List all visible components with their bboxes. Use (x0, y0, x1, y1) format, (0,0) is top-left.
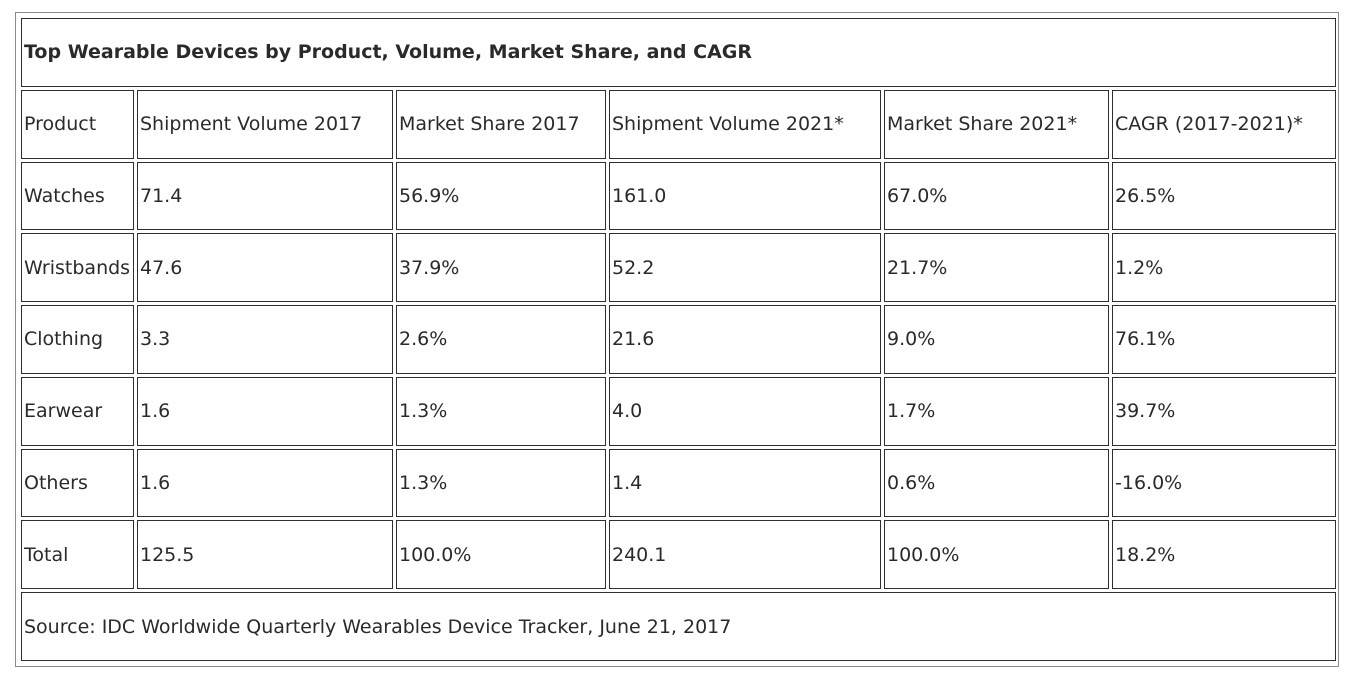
table-cell: 52.2 (609, 233, 881, 303)
table-cell: 1.2% (1112, 233, 1337, 303)
table-cell: 1.3% (396, 376, 606, 446)
table-cell: 39.7% (1112, 376, 1337, 446)
table-cell: 37.9% (396, 233, 606, 303)
table-row: Earwear 1.6 1.3% 4.0 1.7% 39.7% (21, 376, 1337, 446)
table-cell: 0.6% (884, 448, 1109, 518)
total-cell: 125.5 (137, 520, 393, 590)
table-row: Watches 71.4 56.9% 161.0 67.0% 26.5% (21, 161, 1337, 231)
source-note: Source: IDC Worldwide Quarterly Wearable… (21, 592, 1337, 661)
column-header: Shipment Volume 2021* (609, 89, 881, 159)
table-cell: 47.6 (137, 233, 393, 303)
table-cell: 1.6 (137, 448, 393, 518)
total-cell: 240.1 (609, 520, 881, 590)
column-header: Market Share 2017 (396, 89, 606, 159)
product-cell: Wristbands (21, 233, 134, 303)
header-row: Product Shipment Volume 2017 Market Shar… (21, 89, 1337, 159)
wearables-table-frame: Top Wearable Devices by Product, Volume,… (15, 12, 1339, 667)
table-cell: 56.9% (396, 161, 606, 231)
table-cell: 2.6% (396, 305, 606, 374)
product-cell: Earwear (21, 376, 134, 446)
table-row: Wristbands 47.6 37.9% 52.2 21.7% 1.2% (21, 233, 1337, 303)
table-cell: 3.3 (137, 305, 393, 374)
table-title: Top Wearable Devices by Product, Volume,… (21, 18, 1337, 87)
product-cell: Others (21, 448, 134, 518)
total-cell: 100.0% (884, 520, 1109, 590)
table-cell: 1.4 (609, 448, 881, 518)
product-cell: Watches (21, 161, 134, 231)
table-cell: 67.0% (884, 161, 1109, 231)
column-header: Market Share 2021* (884, 89, 1109, 159)
table-cell: 1.3% (396, 448, 606, 518)
table-cell: 21.7% (884, 233, 1109, 303)
wearables-table: Top Wearable Devices by Product, Volume,… (18, 15, 1339, 664)
column-header: Product (21, 89, 134, 159)
table-cell: -16.0% (1112, 448, 1337, 518)
table-cell: 71.4 (137, 161, 393, 231)
table-cell: 1.7% (884, 376, 1109, 446)
total-cell: 100.0% (396, 520, 606, 590)
table-row: Clothing 3.3 2.6% 21.6 9.0% 76.1% (21, 305, 1337, 374)
total-row: Total 125.5 100.0% 240.1 100.0% 18.2% (21, 520, 1337, 590)
total-cell: 18.2% (1112, 520, 1337, 590)
product-cell: Clothing (21, 305, 134, 374)
table-row: Others 1.6 1.3% 1.4 0.6% -16.0% (21, 448, 1337, 518)
total-label: Total (21, 520, 134, 590)
table-cell: 26.5% (1112, 161, 1337, 231)
column-header: Shipment Volume 2017 (137, 89, 393, 159)
table-cell: 161.0 (609, 161, 881, 231)
table-cell: 1.6 (137, 376, 393, 446)
table-cell: 4.0 (609, 376, 881, 446)
table-cell: 9.0% (884, 305, 1109, 374)
table-cell: 76.1% (1112, 305, 1337, 374)
column-header: CAGR (2017-2021)* (1112, 89, 1337, 159)
table-cell: 21.6 (609, 305, 881, 374)
